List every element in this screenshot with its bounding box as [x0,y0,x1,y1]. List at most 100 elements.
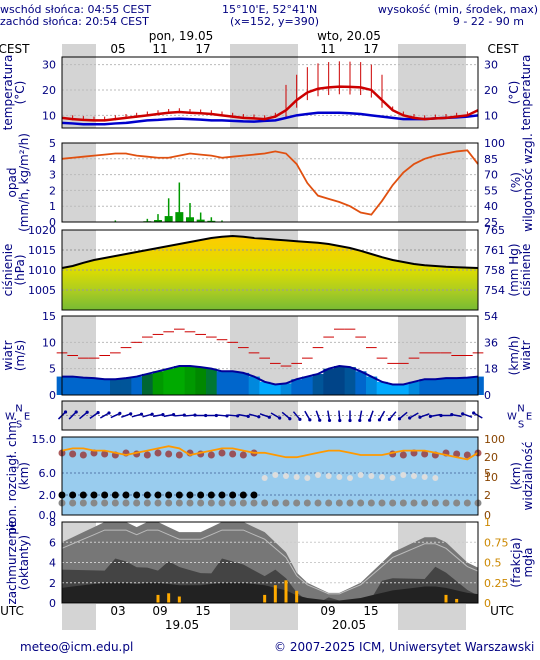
wind-direction-arrow [378,410,386,421]
wind-speed-block [462,377,474,395]
cloud-dot-high [143,451,151,459]
cloud-dot-low [389,499,397,507]
y-tick-label-right: 25 [484,216,498,229]
coords-text: 15°10'E, 52°41'N [222,3,318,16]
wind-arrow-head [397,417,402,421]
wind-direction-arrow [163,413,174,418]
wind-arrow-head [418,415,422,419]
fog-bar [284,580,288,603]
fog-bar [156,594,160,603]
cloud-dot-low [325,499,333,507]
y-tick-label-left: 2 [49,577,56,590]
vis-y-tick-label: 5 [484,467,491,480]
y-tick-label-left: 1015 [28,244,56,257]
y-tick-label-left: 4 [49,557,56,570]
y-tick-label-right: 758 [484,264,505,277]
pressure-ylabel-right: (mm Hg)ciśnienie [507,243,533,296]
night-band-top [398,44,466,57]
cloud-dot-grey [293,474,300,480]
fog-ylabel-right-line: mgła [521,547,535,577]
wind-arrow-head [308,418,312,422]
wind-arrow-head [428,414,433,418]
temp-ylabel-right-line: temperatura [519,55,533,131]
cloud-high-line [61,529,479,595]
temp-ylabel-left: temperatura(°C) [1,55,27,131]
fog-bar [444,594,448,603]
cloud-dot-mid [207,491,215,499]
compass-e-right: E [526,412,532,423]
compass-e-left: E [24,412,30,423]
wind-direction-arrow [184,414,196,417]
wind-direction-arrow [270,412,281,419]
vis-y-tick-label: 2 [484,489,491,502]
wind-speed-block [355,371,367,395]
cloud-dot-low [90,499,98,507]
wind-arrow-head [129,412,133,416]
bottom-date1-label: 19.05 [165,618,199,632]
bottom-hour-label: 09 [152,604,167,618]
cloud-dot-low [282,499,290,507]
night-band [398,143,466,222]
fog-ylabel-right: (frakcja)mgła [509,537,535,587]
cloud-dot-low [378,499,386,507]
cloud-dot-grey [432,475,439,481]
night-band-bottom [230,604,298,630]
cloud-dot-high [218,449,226,457]
cloud-dot-low [154,499,162,507]
wind-speed-block [259,381,271,395]
pressure-ylabel-left: ciśnienie(hPa) [1,244,27,297]
fog-y-tick-label: 0.25 [484,577,509,590]
cloud-dot-high [101,450,109,458]
visibility-line [61,445,479,461]
y-tick-label-left: 20 [42,84,56,97]
y-tick-label-left: 3 [49,169,56,182]
y-tick-label-right: 18 [484,363,498,376]
low-cloud-area [62,582,478,603]
y-tick-label-left: 2 [49,184,56,197]
wind-direction-arrow [451,413,462,418]
wind-direction-arrow [368,410,374,421]
cloud-dot-mid [143,491,151,499]
cloud-dot-mid [122,491,130,499]
wind-speed-block [131,376,143,395]
wind-direction-arrow [327,410,331,421]
wind-speed-block [280,383,292,395]
wind-speed-block [142,373,154,395]
cloud-dot-mid [133,491,141,499]
temp-ylabel-right: (°C)temperatura [507,55,533,131]
wind-direction-arrow [388,411,397,420]
wind-arrow-head [96,411,100,415]
precip-ylabel-left-line: opad [5,168,19,198]
wind-speed-block [248,376,260,395]
wind-arrow-head [368,418,372,422]
cloud-dot-low [122,499,130,507]
top-tz-right: CEST [488,42,520,56]
footer-email[interactable]: meteo@icm.edu.pl [20,640,134,654]
wind-arrow-head [63,410,68,414]
cloud-dot-high [175,451,183,459]
bottom-hour-label: 09 [320,604,335,618]
wind-speed-block [227,371,239,395]
wind-arrow-head [246,414,250,418]
wind-arrow-head [472,411,476,415]
cloud-dot-grey [400,472,407,478]
cloud-dot-low [421,499,429,507]
cloud-dot-low [431,499,439,507]
cloud-dot-low [314,499,322,507]
wind-direction-arrow [79,411,88,420]
wind-speed-block [451,378,463,395]
wind-arrow-head [327,418,332,423]
top-day1-label: pon, 19.05 [149,29,214,43]
wind-direction-arrow [121,413,131,418]
sunrise-text: wschód słońca: 04:55 CEST [0,3,152,16]
wind-direction-arrow [131,413,142,418]
y-tick-label-left: 1005 [28,284,56,297]
wind-direction-arrow [359,410,363,421]
grid-text: (x=152, y=390) [230,15,320,28]
temperature-line [61,85,479,122]
y-tick-label-right: 85 [484,153,498,166]
wind-speed-block [344,367,356,395]
cloud-dot-grey [272,472,279,478]
wind-arrow-head [408,416,412,420]
panel-frame-2 [61,229,479,311]
